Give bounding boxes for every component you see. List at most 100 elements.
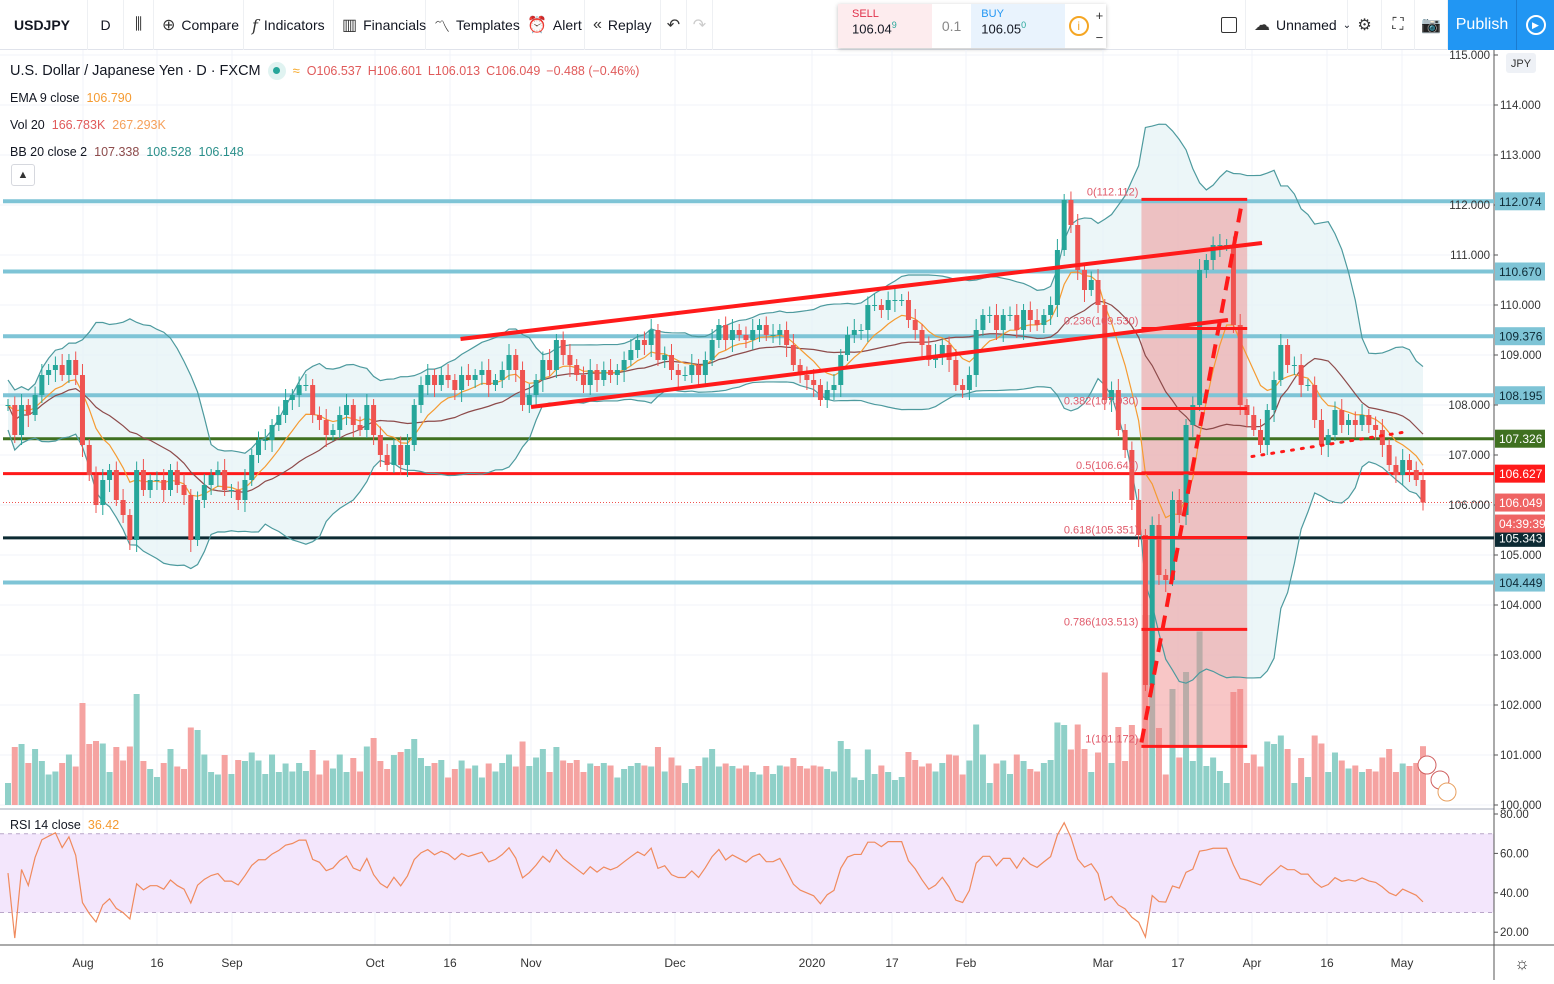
- candle: [1413, 461, 1419, 486]
- snapshot-button[interactable]: 📷: [1415, 0, 1448, 50]
- publish-button[interactable]: Publish: [1448, 0, 1516, 50]
- candle: [303, 374, 309, 391]
- compare-button[interactable]: ⊕ Compare: [154, 0, 244, 50]
- alert-button[interactable]: ⏰ Alert: [519, 0, 585, 50]
- rsi-legend[interactable]: RSI 14 close 36.42: [10, 818, 119, 832]
- candle-body: [553, 340, 559, 370]
- volume-bar: [187, 727, 194, 805]
- candle-body: [1068, 200, 1074, 225]
- candle: [797, 359, 803, 383]
- volume-bar: [255, 760, 262, 805]
- level-price-label: 109.376: [1499, 330, 1543, 344]
- volume-bar: [1392, 772, 1399, 805]
- indicators-button[interactable]: f Indicators: [244, 0, 334, 50]
- level-price-label: 108.195: [1499, 389, 1543, 403]
- candle: [506, 344, 512, 380]
- candle-body: [1190, 405, 1196, 425]
- volume-bar: [417, 758, 424, 805]
- candle-body: [147, 480, 153, 490]
- candle-body: [851, 330, 857, 335]
- candle-body: [425, 375, 431, 385]
- ema-legend[interactable]: EMA 9 close 106.790: [10, 84, 639, 111]
- candle: [1109, 381, 1115, 412]
- volume-legend[interactable]: Vol 20 166.783K 267.293K: [10, 111, 639, 138]
- quantity-field[interactable]: 0.1: [932, 4, 971, 48]
- candle-body: [777, 330, 783, 335]
- candle-body: [86, 445, 92, 475]
- volume-bar: [1365, 769, 1372, 805]
- chart-type-button[interactable]: ⫼: [124, 0, 154, 50]
- info-button[interactable]: i: [1065, 4, 1093, 48]
- candle: [547, 349, 553, 376]
- level-price-label: 107.326: [1499, 432, 1543, 446]
- candle: [1305, 379, 1311, 391]
- templates-button[interactable]: 〽 Templates: [426, 0, 520, 50]
- redo-button[interactable]: ↷: [687, 0, 713, 50]
- volume-bar: [113, 747, 120, 805]
- volume-bar: [722, 763, 729, 805]
- volume-bar: [1074, 724, 1081, 805]
- volume-bar: [918, 766, 925, 805]
- level-price-label-bg: [1495, 386, 1545, 405]
- time-tick-label: Feb: [956, 956, 977, 970]
- volume-bar: [1054, 722, 1061, 805]
- undo-button[interactable]: ↶: [661, 0, 687, 50]
- candle-body: [100, 480, 106, 505]
- interval-label: D: [100, 17, 111, 33]
- candle-body: [140, 470, 146, 490]
- buy-button[interactable]: BUY 106.050: [971, 4, 1065, 48]
- candle-body: [235, 490, 241, 500]
- volume-bar: [32, 749, 39, 805]
- level-price-label-bg: [1495, 429, 1545, 448]
- candle: [46, 364, 52, 385]
- candle-body: [858, 330, 864, 331]
- candle: [499, 361, 505, 388]
- collapse-legend-button[interactable]: ▲: [11, 164, 35, 186]
- candle-body: [1115, 390, 1121, 430]
- volume-bar: [810, 765, 817, 805]
- sun-settings-icon[interactable]: ☼: [1514, 954, 1530, 973]
- candle-body: [66, 360, 72, 375]
- delayed-data-icon: ≈: [292, 63, 300, 78]
- replay-button[interactable]: « Replay: [585, 0, 661, 50]
- candle: [872, 294, 878, 311]
- bb-legend[interactable]: BB 20 close 2 107.338 108.528 106.148: [10, 138, 639, 165]
- candle-body: [1291, 365, 1297, 366]
- candle: [330, 424, 336, 441]
- fullscreen-button[interactable]: ⛶: [1382, 0, 1415, 50]
- candle: [147, 474, 153, 498]
- volume-bar: [749, 772, 756, 805]
- candles-icon: ⫼: [134, 16, 143, 33]
- volume-bar: [600, 763, 607, 805]
- decrease-button[interactable]: −: [1095, 29, 1104, 45]
- interval-button[interactable]: D: [88, 0, 124, 50]
- play-circle-icon: ▶: [1525, 15, 1546, 35]
- candle: [1312, 376, 1318, 428]
- settings-button[interactable]: ⚙: [1348, 0, 1382, 50]
- candle-body: [824, 390, 830, 400]
- layout-menu[interactable]: ☁ Unnamed ⌄: [1246, 0, 1351, 50]
- select-box-button[interactable]: [1212, 0, 1246, 50]
- symbol-search[interactable]: USDJPY: [0, 0, 88, 50]
- volume-bar: [634, 763, 641, 805]
- volume-bar: [79, 703, 86, 805]
- candle: [438, 366, 444, 391]
- volume-bar: [898, 777, 905, 805]
- increase-button[interactable]: +: [1095, 7, 1104, 23]
- sell-button[interactable]: SELL 106.049: [838, 4, 932, 48]
- candle-body: [729, 330, 735, 340]
- candle-body: [228, 490, 234, 491]
- stream-button[interactable]: ▶: [1516, 0, 1554, 50]
- candle: [195, 491, 201, 546]
- alert-label: Alert: [552, 17, 582, 33]
- volume-bar: [1034, 771, 1041, 805]
- volume-bar: [959, 774, 966, 805]
- candle: [831, 374, 837, 400]
- financials-button[interactable]: ▥ Financials: [334, 0, 426, 50]
- volume-bar: [844, 749, 851, 805]
- candle-body: [1027, 310, 1033, 320]
- candle: [86, 439, 92, 481]
- last-price-label-bg: [1495, 493, 1545, 512]
- ohlc-open: O106.537: [306, 63, 362, 78]
